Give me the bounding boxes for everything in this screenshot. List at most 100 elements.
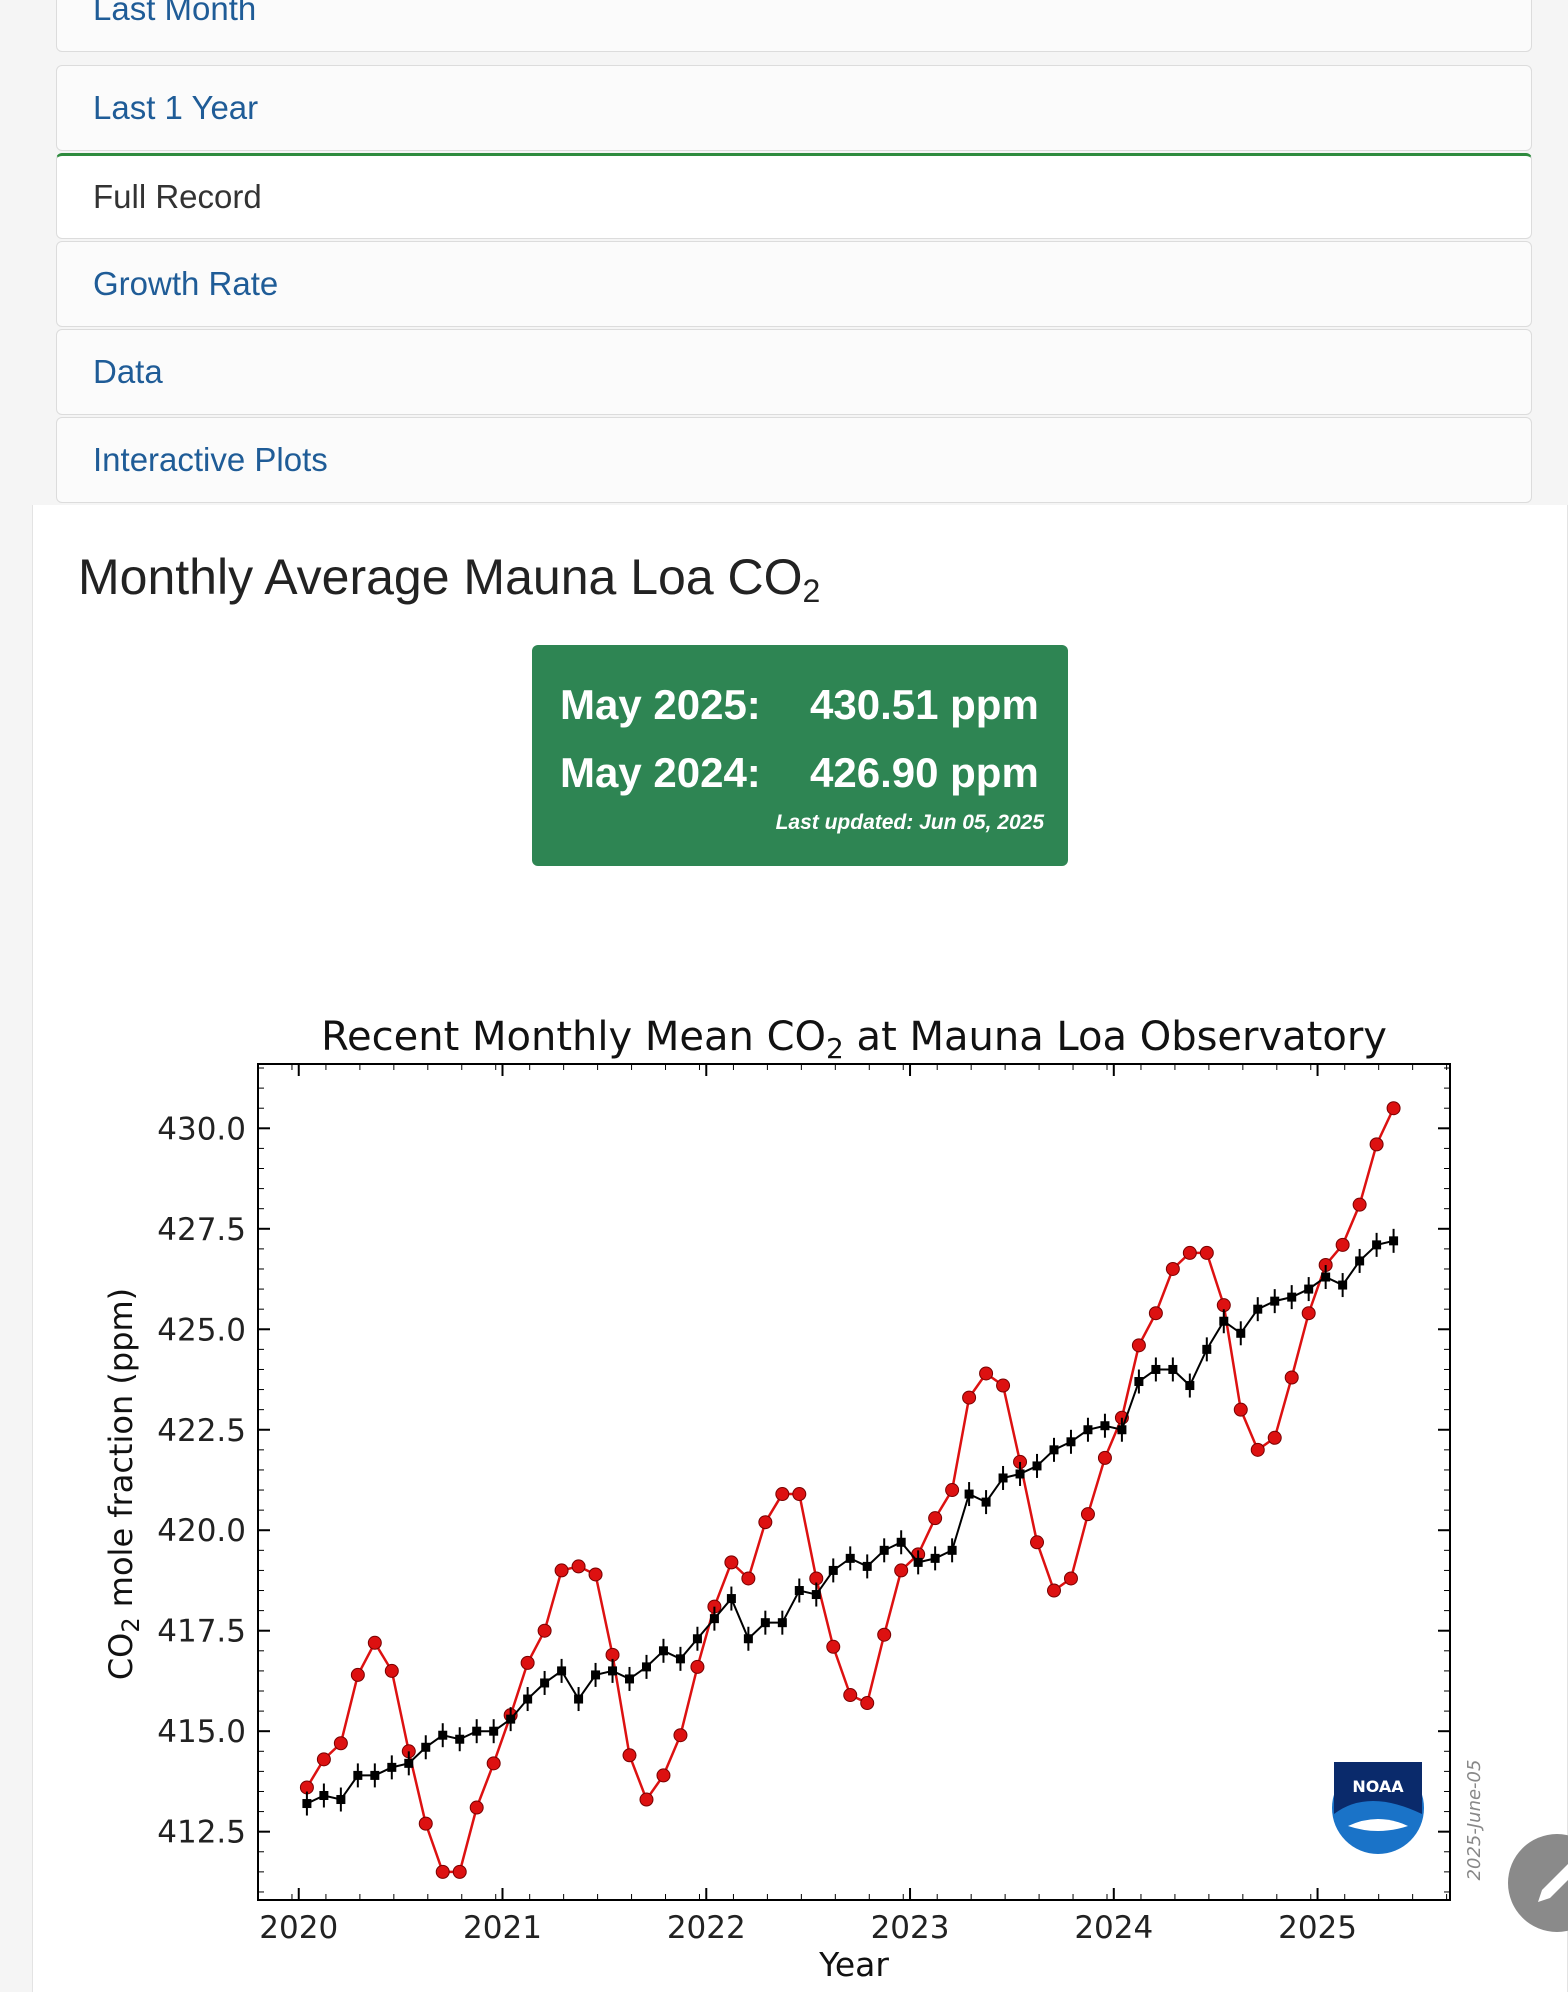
tab-growth-rate[interactable]: Growth Rate [56,241,1532,327]
trend-point [1389,1236,1398,1245]
monthly-mean-point [674,1729,687,1742]
trend-point [1372,1240,1381,1249]
trend-point [846,1554,855,1563]
tab-data[interactable]: Data [56,329,1532,415]
monthly-mean-point [453,1865,466,1878]
tab-label: Last 1 Year [93,89,258,127]
tab-label: Interactive Plots [93,441,328,479]
monthly-mean-point [1387,1102,1400,1115]
monthly-mean-point [640,1793,653,1806]
monthly-mean-point [487,1757,500,1770]
monthly-mean-point [861,1697,874,1710]
trend-point [591,1670,600,1679]
monthly-mean-point [589,1568,602,1581]
monthly-mean-line [307,1108,1394,1872]
trend-point [710,1614,719,1623]
trend-point [1016,1469,1025,1478]
monthly-mean-point [827,1640,840,1653]
trend-point [370,1771,379,1780]
monthly-mean-point [742,1572,755,1585]
monthly-mean-point [1064,1572,1077,1585]
chart-axes: 412.5 415.0 417.5 420.0 422.5 425.0 427.5 430.0… [157,1064,1450,1946]
monthly-mean-point [1098,1451,1111,1464]
monthly-mean-point [895,1564,908,1577]
trend-point [778,1618,787,1627]
monthly-mean-point [963,1391,976,1404]
trend-line [307,1241,1394,1804]
trend-point [1219,1317,1228,1326]
trend-point [863,1562,872,1571]
monthly-mean-point [1200,1246,1213,1259]
trend-point [1066,1437,1075,1446]
monthly-mean-point [1081,1508,1094,1521]
trend-point [540,1678,549,1687]
trend-point [1134,1377,1143,1386]
stat-label: May 2024: [560,749,810,797]
trend-point [1168,1365,1177,1374]
trend-point [897,1538,906,1547]
monthly-mean-point [1370,1138,1383,1151]
monthly-mean-point [351,1668,364,1681]
monthly-mean-point [1302,1307,1315,1320]
x-tick-label: 2022 [667,1910,746,1946]
page-title-text: Monthly Average Mauna Loa CO [78,549,803,605]
monthly-mean-point [334,1737,347,1750]
trend-point [302,1799,311,1808]
monthly-mean-point [538,1624,551,1637]
x-tick-label: 2025 [1278,1910,1357,1946]
x-axis-label: Year [818,1945,889,1984]
monthly-mean-point [1353,1198,1366,1211]
monthly-mean-point [844,1689,857,1702]
trend-point [982,1498,991,1507]
monthly-mean-point [1336,1238,1349,1251]
noaa-logo: NOAA [1332,1762,1424,1854]
monthly-mean-point [725,1556,738,1569]
stat-label: May 2025: [560,681,810,729]
edit-fab-button[interactable] [1508,1834,1568,1932]
trend-point [931,1554,940,1563]
trend-point [1236,1329,1245,1338]
monthly-mean-point [1268,1431,1281,1444]
page-title-subscript: 2 [803,573,821,609]
tab-last-month[interactable]: Last Month [56,0,1532,52]
tab-interactive-plots[interactable]: Interactive Plots [56,417,1532,503]
y-tick-label: 420.0 [157,1513,246,1549]
monthly-mean-point [436,1865,449,1878]
x-tick-label: 2023 [871,1910,950,1946]
monthly-mean-point [878,1628,891,1641]
noaa-logo-text: NOAA [1352,1777,1404,1796]
stat-row-previous: May 2024: 426.90 ppm [560,749,1039,797]
chart-title: Recent Monthly Mean CO2 at Mauna Loa Obs… [321,1014,1387,1065]
trend-point [659,1646,668,1655]
trend-point [319,1791,328,1800]
trend-point [421,1743,430,1752]
trend-point [795,1586,804,1595]
stat-value: 430.51 ppm [810,681,1039,728]
monthly-mean-point [759,1516,772,1529]
trend-point [965,1490,974,1499]
co2-stat-box: May 2025: 430.51 ppm May 2024: 426.90 ppm … [532,645,1068,866]
tab-last-1-year[interactable]: Last 1 Year [56,65,1532,151]
monthly-mean-point [1047,1584,1060,1597]
trend-point [1117,1425,1126,1434]
trend-point [336,1795,345,1804]
trend-point [761,1618,770,1627]
trend-point [387,1763,396,1772]
trend-point [676,1654,685,1663]
last-updated-text: Last updated: Jun 05, 2025 [776,811,1044,835]
trend-point [1049,1445,1058,1454]
trend-point [1287,1293,1296,1302]
monthly-mean-point [929,1512,942,1525]
tab-full-record[interactable]: Full Record [56,153,1532,239]
y-axis-label: CO2 mole fraction (ppm) [102,1288,145,1680]
monthly-mean-point [776,1488,789,1501]
pencil-icon [1508,1834,1568,1932]
y-tick-label: 425.0 [157,1312,246,1348]
tab-label: Growth Rate [93,265,278,303]
trend-point [404,1759,413,1768]
monthly-mean-point [657,1769,670,1782]
trend-point [353,1771,362,1780]
x-tick-label: 2024 [1074,1910,1153,1946]
trend-point [1338,1281,1347,1290]
monthly-mean-point [793,1488,806,1501]
